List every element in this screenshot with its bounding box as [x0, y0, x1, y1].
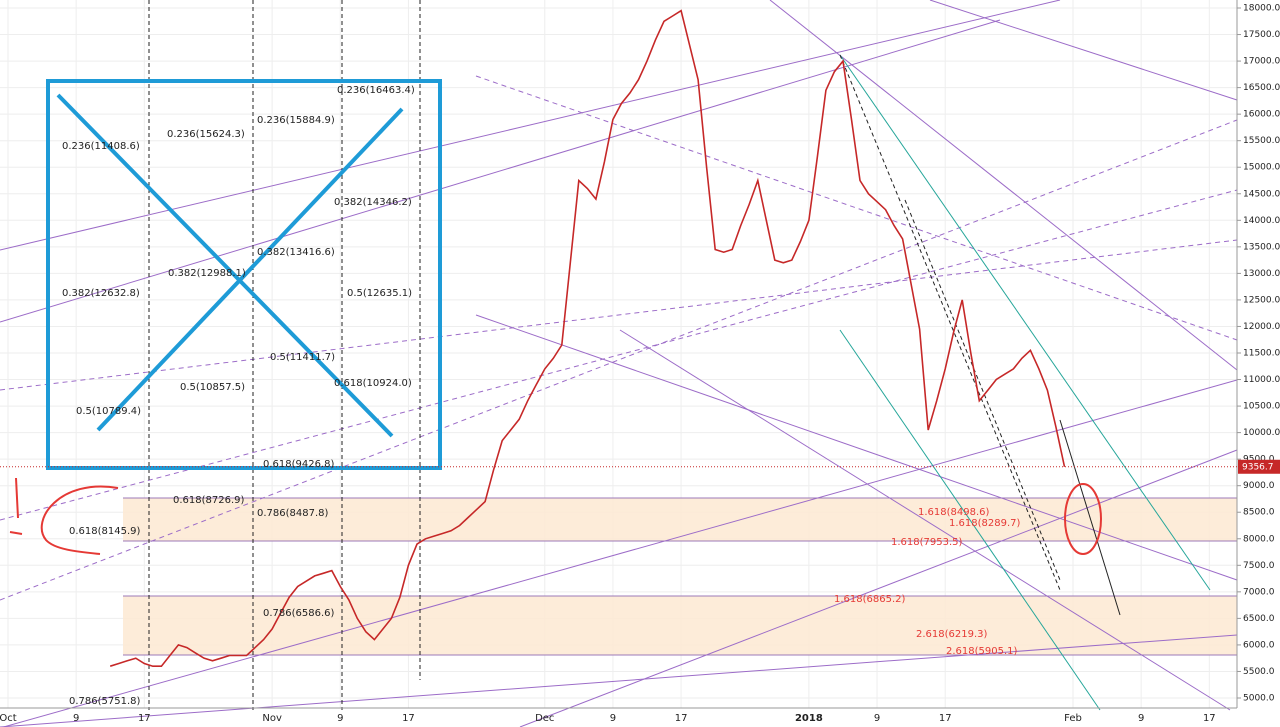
fib-label: 0.236(16463.4) — [337, 85, 415, 96]
y-tick-label: 11000.0 — [1243, 375, 1280, 385]
fib-label: 0.618(10924.0) — [334, 378, 412, 389]
y-tick-label: 8000.0 — [1243, 534, 1275, 544]
x-tick-label: 2018 — [795, 713, 823, 724]
fib-label: 0.382(12632.8) — [62, 288, 140, 299]
x-tick-label: Oct — [0, 713, 17, 724]
x-tick-label: 17 — [675, 713, 688, 724]
fib-label: 2.618(6219.3) — [916, 629, 988, 640]
fib-label: 0.382(14346.2) — [334, 197, 412, 208]
y-tick-label: 15500.0 — [1243, 136, 1280, 146]
fib-label: 0.5(11411.7) — [270, 352, 335, 363]
fib-label: 1.618(6865.2) — [834, 594, 906, 605]
x-tick-label: 9 — [73, 713, 79, 724]
y-tick-label: 14500.0 — [1243, 189, 1280, 199]
y-tick-label: 9500.0 — [1243, 455, 1275, 465]
last-price-label: 9356.7 — [1242, 462, 1274, 472]
cross — [96, 107, 404, 432]
y-tick-label: 15000.0 — [1243, 163, 1280, 173]
y-tick-label: 16500.0 — [1243, 83, 1280, 93]
x-tick-label: 17 — [402, 713, 415, 724]
projection — [1059, 419, 1121, 616]
x-tick-label: Dec — [535, 713, 554, 724]
price-line — [109, 9, 1066, 667]
x-tick-label: 9 — [1138, 713, 1144, 724]
y-tick-label: 10000.0 — [1243, 428, 1280, 438]
box — [46, 79, 442, 470]
fib-label: 0.5(10857.5) — [180, 382, 245, 393]
fib-label: 0.618(9426.8) — [263, 459, 335, 470]
x-tick-label: 9 — [337, 713, 343, 724]
y-tick-label: 9000.0 — [1243, 481, 1275, 491]
trendlines — [0, 0, 1238, 727]
fib-label: 0.382(13416.6) — [257, 247, 335, 258]
x-tick-label: 9 — [874, 713, 880, 724]
fib-label: 0.786(6586.6) — [263, 608, 335, 619]
y-tick-label: 16000.0 — [1243, 110, 1280, 120]
drawings — [0, 0, 1238, 727]
fib-label: 2.618(5905.1) — [946, 646, 1018, 657]
circle — [1064, 483, 1102, 555]
y-tick-label: 7500.0 — [1243, 561, 1275, 571]
y-tick-label: 7000.0 — [1243, 587, 1275, 597]
scribble — [9, 477, 119, 555]
fib-label: 1.618(7953.5) — [891, 537, 963, 548]
fib-label: 0.618(8726.9) — [173, 495, 245, 506]
y-tick-label: 5500.0 — [1243, 667, 1275, 677]
y-tick-label: 12500.0 — [1243, 295, 1280, 305]
fib-label: 0.5(10789.4) — [76, 406, 141, 417]
y-tick-label: 13500.0 — [1243, 242, 1280, 252]
fib-label: 0.382(12988.1) — [168, 268, 246, 279]
x-tick-label: Nov — [262, 713, 282, 724]
zone — [123, 596, 1237, 655]
y-tick-label: 17000.0 — [1243, 57, 1280, 67]
zone — [123, 498, 1237, 541]
y-tick-label: 14000.0 — [1243, 216, 1280, 226]
fib-label: 0.236(15624.3) — [167, 129, 245, 140]
cross — [56, 93, 394, 438]
y-tick-label: 5000.0 — [1243, 694, 1275, 704]
y-tick-label: 8500.0 — [1243, 508, 1275, 518]
fib-label: 1.618(8498.6) — [918, 507, 990, 518]
fib-label: 0.236(11408.6) — [62, 141, 140, 152]
y-tick-label: 17500.0 — [1243, 30, 1280, 40]
y-tick-label: 12000.0 — [1243, 322, 1280, 332]
y-tick-label: 18000.0 — [1243, 4, 1280, 14]
x-tick-label: Feb — [1064, 713, 1082, 724]
x-tick-label: 17 — [1203, 713, 1216, 724]
y-axis-bg — [1237, 0, 1280, 727]
fib-label: 0.786(8487.8) — [257, 508, 329, 519]
y-tick-label: 11500.0 — [1243, 349, 1280, 359]
x-tick-label: 9 — [610, 713, 616, 724]
y-tick-label: 10500.0 — [1243, 402, 1280, 412]
verticals — [148, 0, 1061, 710]
y-tick-label: 6000.0 — [1243, 640, 1275, 650]
y-tick-label: 13000.0 — [1243, 269, 1280, 279]
x-tick-label: 17 — [138, 713, 151, 724]
channel — [839, 54, 1211, 711]
fib-label: 1.618(8289.7) — [949, 518, 1021, 529]
fib-label: 0.618(8145.9) — [69, 526, 141, 537]
x-tick-label: 17 — [939, 713, 952, 724]
fib-label: 0.786(5751.8) — [69, 696, 141, 707]
last-price-box — [1238, 459, 1280, 474]
fib-label: 0.5(12635.1) — [347, 288, 412, 299]
fib-label: 0.236(15884.9) — [257, 115, 335, 126]
y-tick-label: 6500.0 — [1243, 614, 1275, 624]
